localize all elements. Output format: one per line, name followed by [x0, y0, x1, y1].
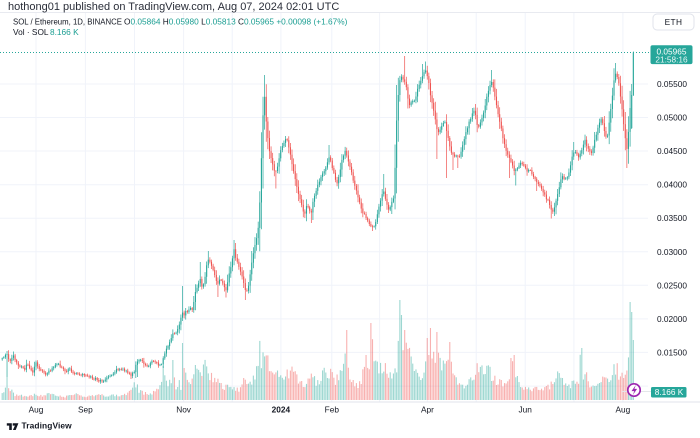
svg-text:Jun: Jun: [519, 405, 533, 415]
svg-text:0.04000: 0.04000: [657, 180, 687, 190]
svg-text:21:58:16: 21:58:16: [655, 55, 688, 65]
svg-text:0.02000: 0.02000: [657, 314, 687, 324]
svg-text:0.04500: 0.04500: [657, 146, 687, 156]
svg-text:Feb: Feb: [325, 405, 340, 415]
svg-text:Nov: Nov: [176, 405, 192, 415]
svg-text:0.05965: 0.05965: [657, 47, 687, 57]
svg-text:0.02500: 0.02500: [657, 280, 687, 290]
svg-text:Vol · SOL: Vol · SOL: [13, 27, 49, 37]
svg-text:ETH: ETH: [665, 17, 683, 27]
svg-text:Sep: Sep: [78, 405, 93, 415]
svg-text:O0.05864 H0.05980 L0.05813 C0.: O0.05864 H0.05980 L0.05813 C0.05965 +0.0…: [124, 17, 348, 27]
svg-text:Aug: Aug: [29, 405, 44, 415]
svg-text:hothong01 published on Trading: hothong01 published on TradingView.com, …: [8, 1, 339, 13]
svg-text:0.05000: 0.05000: [657, 113, 687, 123]
svg-text:0.05500: 0.05500: [657, 79, 687, 89]
svg-text:0.03500: 0.03500: [657, 213, 687, 223]
svg-text:2024: 2024: [272, 405, 291, 415]
svg-text:TradingView: TradingView: [22, 421, 73, 431]
svg-text:SOL / Ethereum, 1D, BINANCE: SOL / Ethereum, 1D, BINANCE: [13, 18, 122, 27]
svg-text:0.01500: 0.01500: [657, 347, 687, 357]
svg-text:0.03000: 0.03000: [657, 247, 687, 257]
svg-text:Apr: Apr: [421, 405, 434, 415]
svg-text:8.166 K: 8.166 K: [655, 387, 684, 397]
svg-text:8.166 K: 8.166 K: [50, 27, 79, 37]
svg-text:Aug: Aug: [616, 405, 631, 415]
